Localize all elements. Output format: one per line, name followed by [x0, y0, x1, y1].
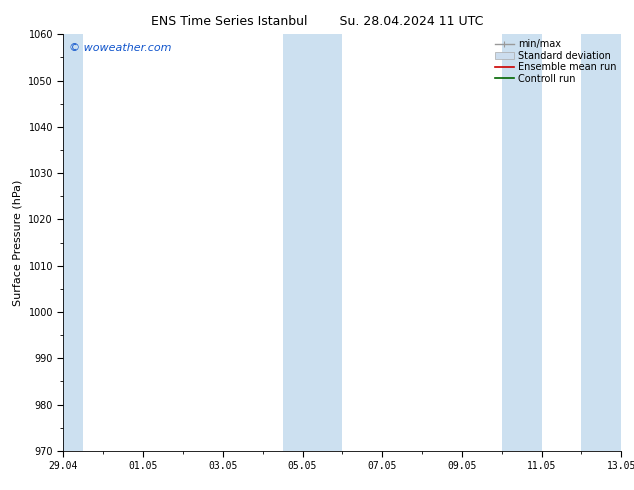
Bar	[283, 34, 342, 451]
Bar	[501, 34, 541, 451]
Bar	[63, 34, 83, 451]
Bar	[581, 34, 621, 451]
Legend: min/max, Standard deviation, Ensemble mean run, Controll run: min/max, Standard deviation, Ensemble me…	[493, 37, 618, 85]
Text: ENS Time Series Istanbul        Su. 28.04.2024 11 UTC: ENS Time Series Istanbul Su. 28.04.2024 …	[151, 15, 483, 28]
Y-axis label: Surface Pressure (hPa): Surface Pressure (hPa)	[13, 179, 23, 306]
Text: © woweather.com: © woweather.com	[69, 43, 171, 52]
